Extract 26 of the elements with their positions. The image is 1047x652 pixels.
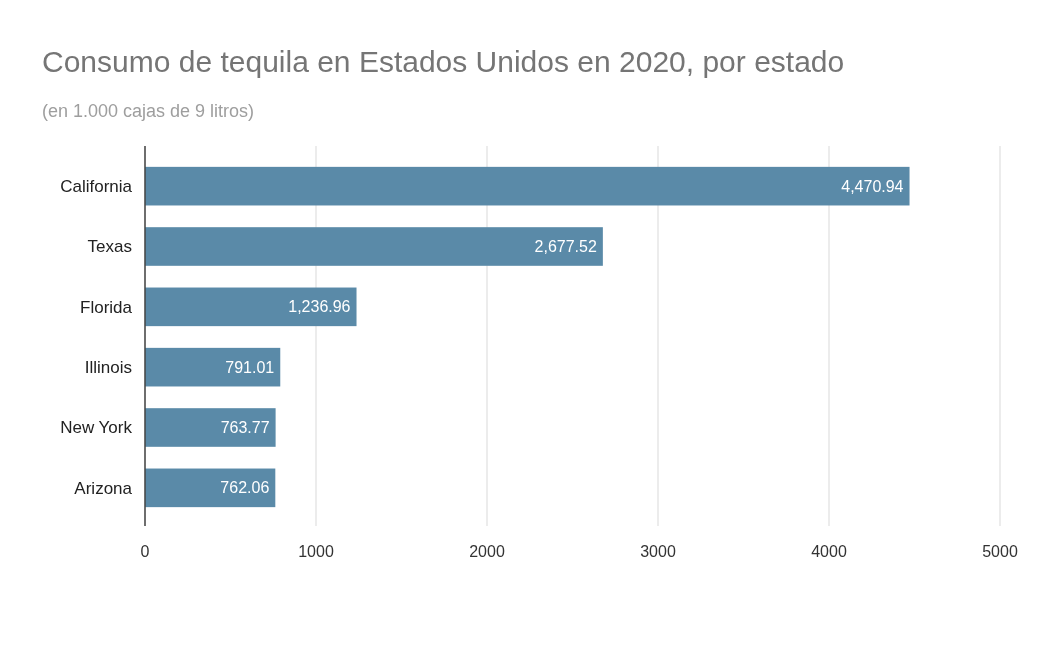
bar [145,227,603,266]
data-label: 762.06 [220,479,270,497]
bar [145,408,276,447]
chart-subtitle: (en 1.000 cajas de 9 litros) [42,101,255,121]
data-label: 1,236.96 [288,298,351,316]
y-tick-label: Arizona [74,478,133,498]
data-label: 791.01 [225,358,275,376]
y-tick-label: Texas [87,237,132,257]
data-label: 2,677.52 [534,238,597,256]
x-tick-label: 2000 [469,543,505,560]
x-tick-label: 1000 [298,543,334,560]
x-tick-label: 4000 [811,543,847,560]
bar [145,287,357,327]
x-tick-label: 5000 [982,543,1018,560]
bar [145,468,276,508]
data-label: 4,470.94 [841,177,904,195]
y-tick-label: Illinois [84,358,132,378]
data-label: 763.77 [220,419,270,437]
bar [145,347,281,387]
bar [145,166,910,206]
x-tick-label: 0 [140,543,150,560]
y-tick-label: California [60,177,133,197]
y-tick-label: Florida [80,297,133,317]
y-tick-label: New York [60,418,133,438]
chart-title: Consumo de tequila en Estados Unidos en 2020, por estado [42,45,845,78]
x-tick-label: 3000 [640,543,676,560]
